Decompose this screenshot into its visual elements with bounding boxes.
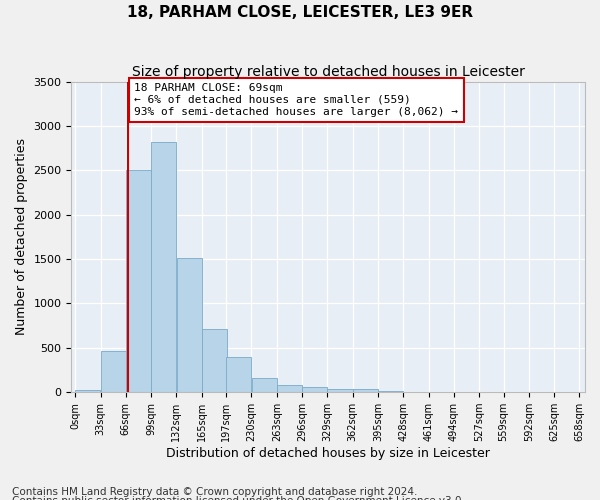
Bar	[202, 329, 227, 392]
Bar	[76, 390, 100, 392]
Y-axis label: Number of detached properties: Number of detached properties	[15, 138, 28, 336]
Bar	[151, 142, 176, 392]
Title: Size of property relative to detached houses in Leicester: Size of property relative to detached ho…	[131, 65, 524, 79]
Text: 18 PARHAM CLOSE: 69sqm
← 6% of detached houses are smaller (559)
93% of semi-det: 18 PARHAM CLOSE: 69sqm ← 6% of detached …	[134, 84, 458, 116]
Bar	[126, 170, 151, 392]
Text: Contains public sector information licensed under the Open Government Licence v3: Contains public sector information licen…	[12, 496, 465, 500]
Text: Contains HM Land Registry data © Crown copyright and database right 2024.: Contains HM Land Registry data © Crown c…	[12, 487, 418, 497]
Bar	[176, 258, 202, 392]
Bar	[277, 385, 302, 392]
Bar	[378, 391, 403, 392]
Bar	[302, 388, 327, 392]
Bar	[226, 357, 251, 392]
X-axis label: Distribution of detached houses by size in Leicester: Distribution of detached houses by size …	[166, 447, 490, 460]
Bar	[328, 388, 353, 392]
Bar	[101, 350, 125, 392]
Bar	[353, 389, 378, 392]
Text: 18, PARHAM CLOSE, LEICESTER, LE3 9ER: 18, PARHAM CLOSE, LEICESTER, LE3 9ER	[127, 5, 473, 20]
Bar	[251, 378, 277, 392]
